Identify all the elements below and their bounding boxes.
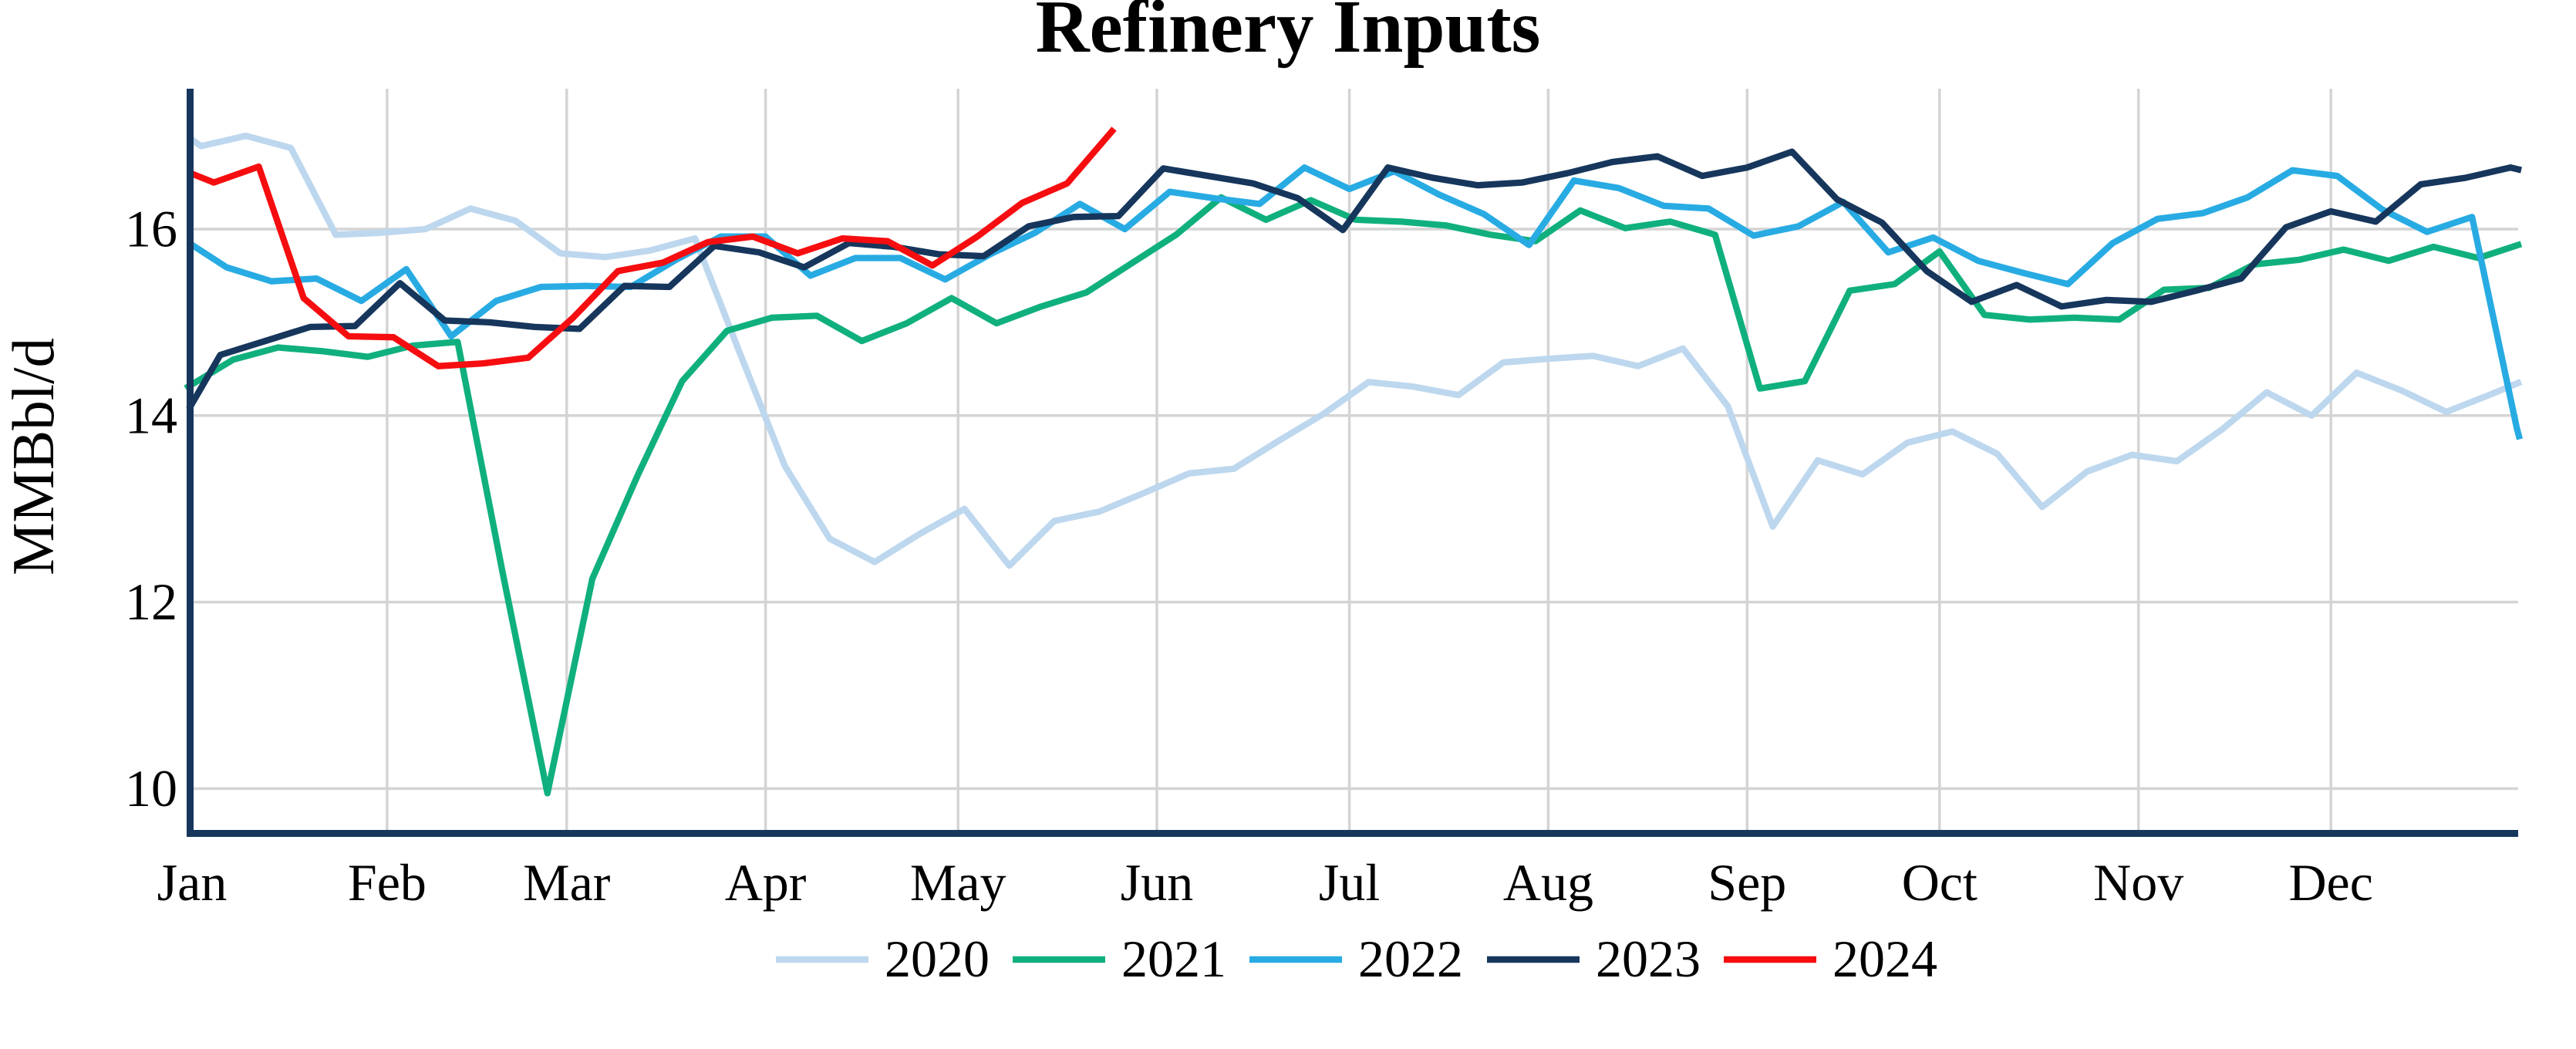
svg-text:10: 10 bbox=[125, 759, 177, 818]
svg-text:Dec: Dec bbox=[2288, 853, 2372, 912]
svg-text:16: 16 bbox=[125, 200, 177, 258]
svg-text:2020: 2020 bbox=[885, 929, 990, 988]
svg-text:Sep: Sep bbox=[1708, 853, 1786, 912]
svg-text:12: 12 bbox=[125, 572, 177, 631]
svg-text:Refinery Inputs: Refinery Inputs bbox=[1036, 0, 1541, 68]
svg-text:Apr: Apr bbox=[725, 853, 807, 912]
svg-text:2022: 2022 bbox=[1358, 929, 1463, 988]
svg-text:2024: 2024 bbox=[1833, 929, 1937, 988]
svg-text:Jul: Jul bbox=[1319, 853, 1380, 912]
svg-text:Aug: Aug bbox=[1503, 853, 1593, 912]
svg-text:Jun: Jun bbox=[1121, 853, 1193, 912]
svg-text:Feb: Feb bbox=[348, 853, 427, 912]
svg-text:MMBbl/d: MMBbl/d bbox=[0, 338, 66, 575]
svg-text:May: May bbox=[910, 853, 1006, 912]
svg-text:Mar: Mar bbox=[523, 853, 611, 912]
svg-text:14: 14 bbox=[125, 386, 177, 444]
svg-text:2021: 2021 bbox=[1121, 929, 1226, 988]
svg-text:Nov: Nov bbox=[2093, 853, 2183, 912]
svg-text:Oct: Oct bbox=[1902, 853, 1978, 912]
svg-text:Jan: Jan bbox=[157, 853, 228, 912]
svg-text:2023: 2023 bbox=[1596, 929, 1701, 988]
